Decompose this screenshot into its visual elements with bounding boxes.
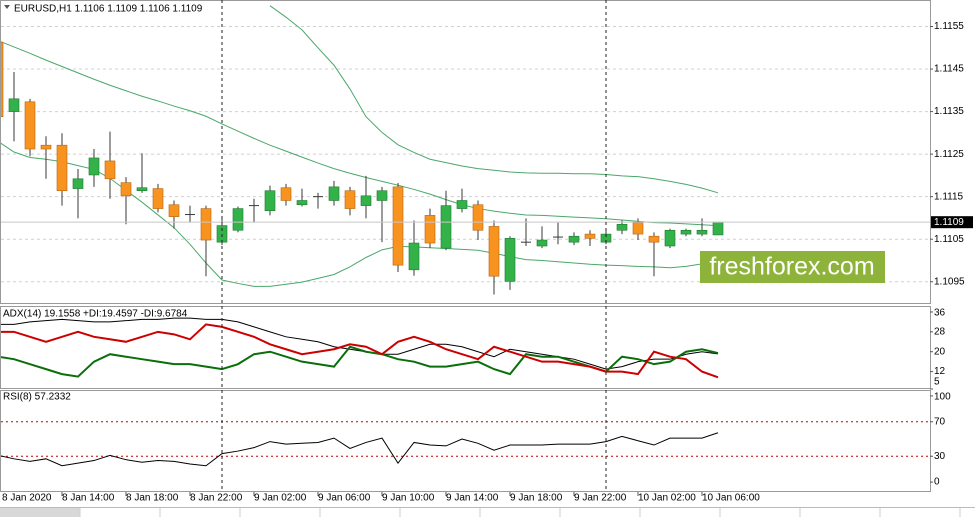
candle-body bbox=[1, 41, 4, 117]
candle-body bbox=[360, 195, 372, 206]
candle-body bbox=[584, 233, 596, 239]
bollinger-band bbox=[269, 5, 719, 194]
indicator-line bbox=[1, 317, 719, 370]
rsi-title: RSI(8) 57.2332 bbox=[3, 392, 71, 403]
y-tick-label: 70 bbox=[934, 416, 946, 427]
x-tick-label: 8 Jan 14:00 bbox=[62, 493, 115, 504]
x-tick-label: 9 Jan 22:00 bbox=[574, 493, 627, 504]
watermark-box bbox=[700, 251, 885, 283]
bollinger-band bbox=[1, 140, 719, 287]
y-tick-label: 1.1115 bbox=[934, 191, 964, 202]
candle-body bbox=[424, 215, 436, 244]
candle-body bbox=[696, 229, 708, 235]
x-tick-label: 10 Jan 06:00 bbox=[702, 493, 760, 504]
candle-body bbox=[200, 208, 212, 241]
candle-body bbox=[168, 204, 180, 217]
x-tick-label: 10 Jan 02:00 bbox=[638, 493, 696, 504]
chart-title: EURUSD,H1 1.1106 1.1109 1.1106 1.1109 bbox=[14, 4, 203, 15]
symbol-menu-icon bbox=[4, 5, 10, 9]
y-tick-label: 36 bbox=[934, 308, 946, 319]
x-tick-label: 9 Jan 02:00 bbox=[254, 493, 307, 504]
candle-body bbox=[440, 205, 452, 249]
x-tick-label: 9 Jan 10:00 bbox=[382, 493, 435, 504]
candle-body bbox=[648, 235, 660, 243]
bollinger-band bbox=[1, 40, 719, 227]
scroll-thumb bbox=[0, 507, 80, 517]
y-tick-label: 28 bbox=[934, 326, 946, 337]
x-tick-label: 9 Jan 14:00 bbox=[446, 493, 499, 504]
candle-body bbox=[120, 182, 132, 197]
x-tick-label: 8 Jan 2020 bbox=[2, 493, 52, 504]
current-price-box bbox=[931, 216, 973, 229]
candle-body bbox=[24, 101, 36, 150]
candle-body bbox=[72, 178, 84, 189]
candle-body bbox=[504, 238, 516, 282]
candle-body bbox=[56, 144, 68, 192]
current-price-label: 1.1109 bbox=[934, 217, 964, 228]
candle-body bbox=[344, 190, 356, 209]
price-panel-border bbox=[0, 0, 931, 304]
candle-body bbox=[456, 200, 468, 209]
candle-body bbox=[104, 160, 116, 180]
watermark: freshforex.com bbox=[709, 253, 874, 281]
candle-body bbox=[680, 229, 692, 235]
plots bbox=[1, 5, 930, 467]
candle-body bbox=[568, 235, 580, 243]
y-tick-label: 1.1155 bbox=[934, 21, 964, 32]
y-tick-label: 1.1095 bbox=[934, 276, 965, 287]
indicator-line bbox=[1, 432, 719, 467]
y-tick-label: 1.1145 bbox=[934, 64, 964, 75]
y-tick-label: 1.1125 bbox=[934, 149, 964, 160]
y-tick-label: 1.1135 bbox=[934, 106, 964, 117]
candle-body bbox=[136, 187, 148, 192]
candle-body bbox=[664, 229, 676, 247]
y-tick-label: 12 bbox=[934, 366, 946, 377]
candle-body bbox=[392, 186, 404, 266]
candle-body bbox=[8, 98, 20, 112]
candle-body bbox=[40, 144, 52, 150]
x-tick-label: 9 Jan 06:00 bbox=[318, 493, 371, 504]
candle-body bbox=[328, 186, 340, 201]
y-tick-label: 20 bbox=[934, 346, 946, 357]
x-tick-label: 8 Jan 22:00 bbox=[190, 493, 243, 504]
y-tick-label: 1.1105 bbox=[934, 234, 964, 245]
candle-body bbox=[536, 239, 548, 247]
y-tick-label: 100 bbox=[934, 392, 951, 403]
y-tick-label: 30 bbox=[934, 451, 946, 462]
y-tick-label: 0 bbox=[934, 477, 940, 488]
candle-body bbox=[376, 190, 388, 201]
candle-body bbox=[488, 226, 500, 277]
indicator-line bbox=[1, 323, 719, 379]
candle-body bbox=[280, 187, 292, 201]
candle-body bbox=[88, 157, 100, 176]
candle-body bbox=[472, 204, 484, 231]
candle-body bbox=[232, 208, 244, 231]
rsi-panel-border bbox=[0, 390, 931, 492]
adx-title: ADX(14) 19.1558 +DI:19.4597 -DI:9.6784 bbox=[3, 309, 188, 320]
candle-body bbox=[296, 200, 308, 206]
y-tick-label: 5 bbox=[934, 377, 940, 388]
candle-body bbox=[616, 224, 628, 231]
candle-body bbox=[152, 188, 164, 209]
x-tick-label: 9 Jan 18:00 bbox=[510, 493, 563, 504]
candle-body bbox=[712, 221, 724, 236]
x-tick-label: 8 Jan 18:00 bbox=[126, 493, 179, 504]
adx-panel-border bbox=[0, 306, 931, 389]
candle-body bbox=[264, 190, 276, 211]
candle-body bbox=[408, 242, 420, 271]
candle-body bbox=[632, 222, 644, 235]
